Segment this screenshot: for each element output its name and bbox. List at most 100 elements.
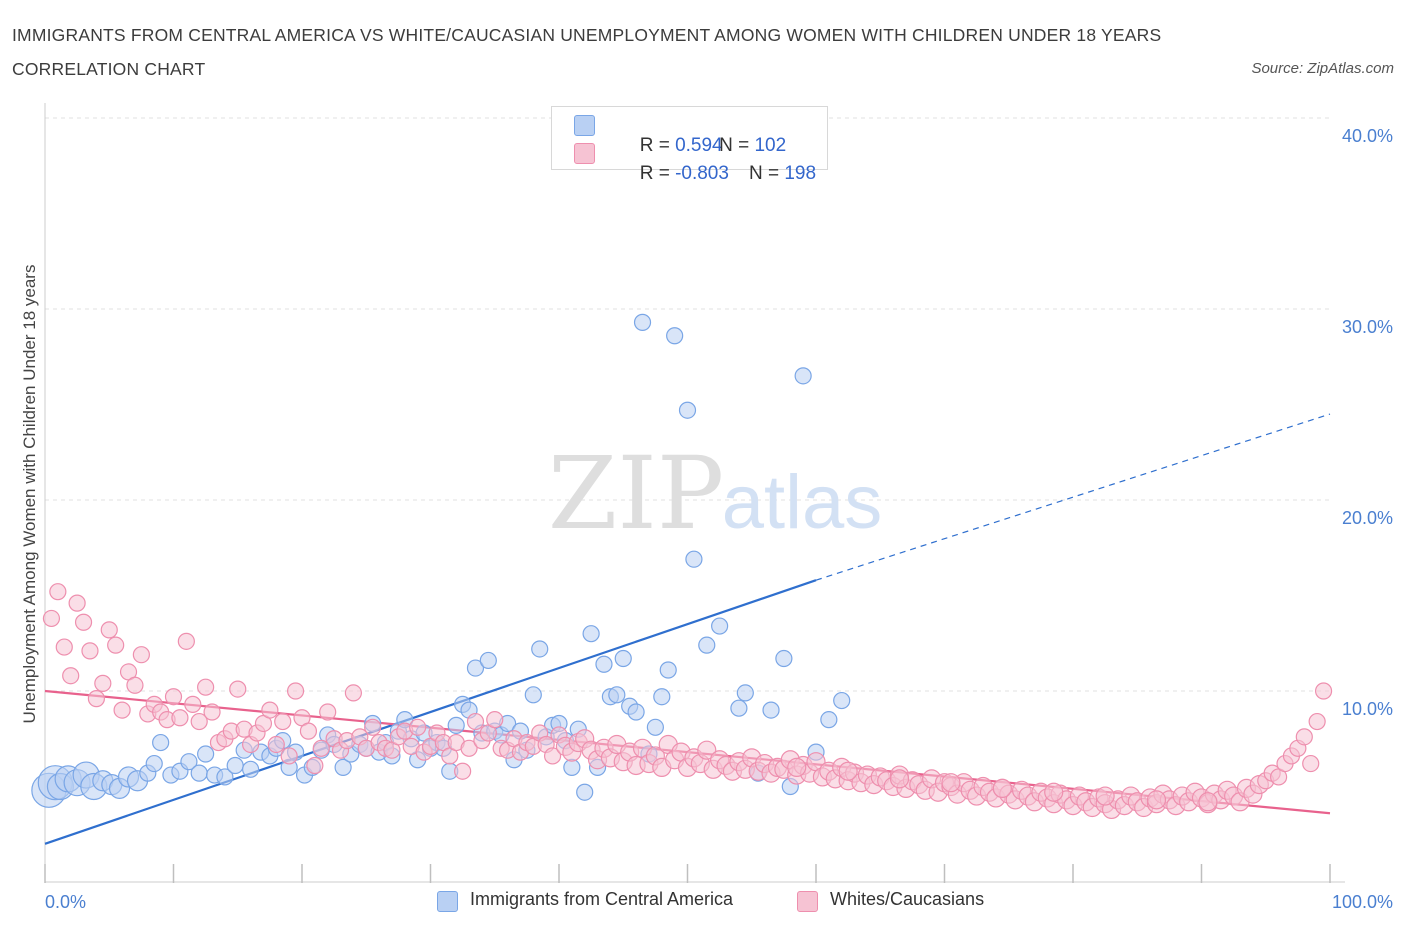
legend-n-value: 102 xyxy=(754,135,787,156)
point-whites xyxy=(164,688,183,706)
point-immigrants xyxy=(833,691,851,710)
point-whites xyxy=(274,712,292,731)
point-whites xyxy=(344,684,362,702)
point-whites xyxy=(1314,682,1333,700)
point-whites xyxy=(62,667,80,685)
series-legend: Immigrants from Central America Whites/C… xyxy=(0,888,1406,918)
point-whites xyxy=(171,709,189,727)
point-immigrants xyxy=(820,711,838,729)
point-whites xyxy=(203,703,221,721)
point-immigrants xyxy=(736,684,754,702)
watermark-zip: ZIP xyxy=(548,435,724,552)
point-immigrants xyxy=(775,649,793,668)
point-whites xyxy=(838,761,858,781)
x-tick-label: 0.0% xyxy=(45,892,86,912)
point-immigrants xyxy=(180,753,198,771)
point-whites xyxy=(312,739,330,757)
point-immigrants xyxy=(190,764,208,782)
point-whites xyxy=(107,636,125,654)
y-tick-label: 40.0% xyxy=(1342,126,1393,146)
point-immigrants xyxy=(653,688,671,706)
point-immigrants xyxy=(334,758,352,777)
point-whites xyxy=(941,773,961,793)
point-whites xyxy=(42,609,61,628)
point-immigrants xyxy=(479,651,497,670)
point-whites xyxy=(184,695,202,713)
chart-title: IMMIGRANTS FROM CENTRAL AMERICA VS WHITE… xyxy=(12,25,1162,79)
point-immigrants xyxy=(531,640,549,658)
point-whites xyxy=(1302,754,1320,773)
point-whites xyxy=(1146,790,1167,810)
point-immigrants xyxy=(226,756,244,775)
point-whites xyxy=(177,632,195,650)
point-immigrants xyxy=(608,686,626,704)
point-immigrants xyxy=(762,701,780,719)
point-whites xyxy=(87,690,106,708)
point-whites xyxy=(100,621,118,639)
point-immigrants xyxy=(152,733,170,752)
legend-n-label: N = xyxy=(748,163,785,184)
point-whites xyxy=(261,701,279,719)
point-immigrants xyxy=(576,783,594,801)
legend-n-label: N = xyxy=(719,135,755,156)
point-immigrants xyxy=(216,768,234,786)
point-whites xyxy=(286,682,305,700)
point-whites xyxy=(49,583,67,601)
x-tick-label: 100.0% xyxy=(1332,892,1393,912)
legend-swatch-immigrants xyxy=(437,891,458,912)
trend-line-immigrants-projection xyxy=(815,413,1331,581)
point-whites xyxy=(68,594,86,612)
tick-labels: 10.0% 20.0% 30.0% 40.0% 0.0% 100.0% xyxy=(45,126,1393,912)
y-axis-label: Unemployment Among Women with Children U… xyxy=(20,265,39,724)
point-whites xyxy=(229,680,247,698)
legend-n-value: 198 xyxy=(784,163,817,184)
point-immigrants xyxy=(678,401,697,419)
watermark-atlas: atlas xyxy=(722,460,883,545)
point-whites xyxy=(543,747,562,765)
point-immigrants xyxy=(659,661,677,679)
point-immigrants xyxy=(197,745,215,763)
y-tick-label: 20.0% xyxy=(1342,508,1393,528)
point-whites xyxy=(1295,728,1313,746)
point-whites xyxy=(190,712,208,731)
point-whites xyxy=(74,613,93,631)
stats-legend: R = 0.594N = 102 R = -0.803 N = 198 xyxy=(551,106,828,184)
point-immigrants xyxy=(685,550,703,568)
legend-r-value: -0.803 xyxy=(675,163,729,184)
legend-swatch-whites xyxy=(797,891,818,912)
point-immigrants xyxy=(563,758,581,777)
point-immigrants xyxy=(447,716,465,734)
point-immigrants xyxy=(614,649,632,668)
point-immigrants xyxy=(633,313,652,331)
point-whites xyxy=(409,718,427,736)
point-immigrants xyxy=(145,754,163,773)
y-tick-label: 30.0% xyxy=(1342,317,1393,337)
axes xyxy=(44,103,1345,883)
point-whites xyxy=(466,712,485,731)
point-immigrants xyxy=(730,699,748,717)
point-whites xyxy=(787,757,807,778)
point-whites xyxy=(364,718,382,736)
point-whites xyxy=(889,769,910,789)
point-whites xyxy=(697,740,717,760)
point-whites xyxy=(319,703,337,721)
point-whites xyxy=(486,711,504,729)
point-immigrants xyxy=(646,718,664,736)
point-whites xyxy=(1044,782,1064,802)
point-whites xyxy=(460,739,478,757)
point-immigrants xyxy=(698,636,716,654)
point-whites xyxy=(454,762,472,780)
point-immigrants xyxy=(582,625,600,643)
point-whites xyxy=(81,642,99,660)
legend-r-label: R = xyxy=(639,163,676,184)
legend-r-label: R = xyxy=(639,135,676,156)
legend-label-immigrants: Immigrants from Central America xyxy=(470,889,734,909)
point-immigrants xyxy=(524,686,542,704)
legend-swatch-whites xyxy=(574,143,595,164)
point-whites xyxy=(306,756,324,775)
point-whites xyxy=(1198,792,1218,812)
point-immigrants xyxy=(711,617,729,635)
point-immigrants xyxy=(466,659,485,677)
